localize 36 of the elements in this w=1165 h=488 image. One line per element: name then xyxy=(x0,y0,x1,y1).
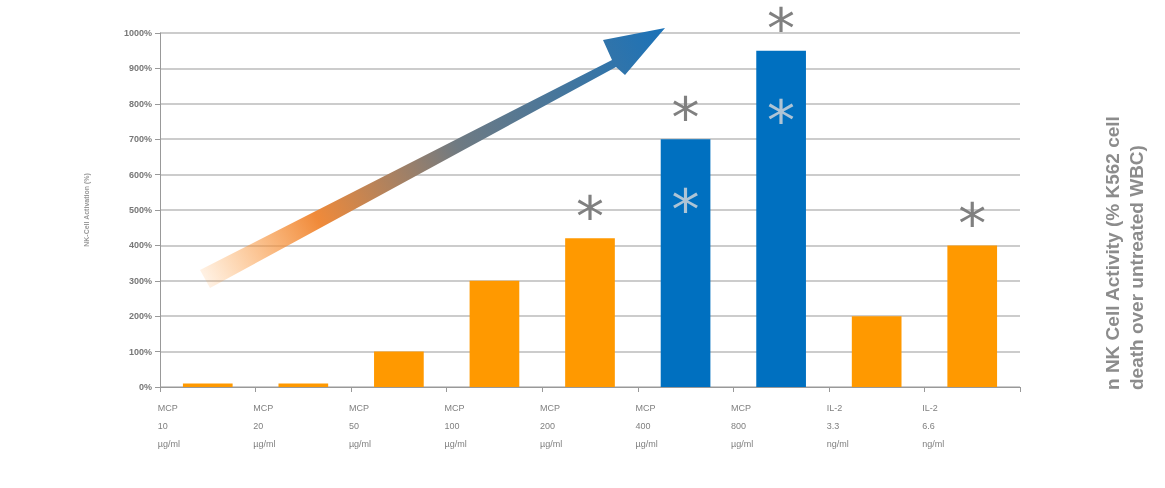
bar xyxy=(182,383,233,387)
bar xyxy=(756,50,806,387)
bar xyxy=(851,316,902,387)
y-tick-label: 800% xyxy=(128,98,152,109)
x-tick-label: MCP 400 µg/ml xyxy=(635,403,658,449)
y-tick-label: 200% xyxy=(128,311,152,322)
x-tick-label: MCP 10 µg/ml xyxy=(157,403,180,449)
text: n NK Cell Activity (% K562 cell death over untreated WBC) xyxy=(1101,115,1148,392)
y-tick-label: 700% xyxy=(128,134,152,145)
data-label: * xyxy=(958,190,987,256)
data-label: * xyxy=(767,0,796,62)
x-tick-label: MCP 200 µg/ml xyxy=(540,403,563,449)
bar xyxy=(278,383,329,387)
x-tick-label: MCP 800 µg/ml xyxy=(731,403,754,449)
y-tick-label: 500% xyxy=(128,205,152,215)
bar xyxy=(660,139,711,387)
bar xyxy=(374,351,424,387)
y-tick-label: 0% xyxy=(138,382,152,392)
y-tick-label: 900% xyxy=(128,63,152,74)
x-tick-label: MCP 20 µg/ml xyxy=(253,403,276,449)
bar xyxy=(947,245,998,387)
annotation: * xyxy=(671,176,700,242)
y-tick-label: 300% xyxy=(128,275,152,286)
x-tick-label: MCP 100 µg/ml xyxy=(444,403,467,449)
x-tick-label: IL-2 6.6 ng/ml xyxy=(922,403,945,449)
annotation: * xyxy=(767,88,796,154)
x-tick-label: MCP 50 µg/ml xyxy=(348,403,372,449)
bar xyxy=(565,238,615,387)
bar xyxy=(469,280,520,387)
y-tick-label: 600% xyxy=(128,169,152,180)
data-label: * xyxy=(576,183,604,249)
y-tick-label: 400% xyxy=(128,240,152,251)
data-label: * xyxy=(671,84,700,150)
y-tick-label: 100% xyxy=(128,346,152,357)
y-tick-label: 1000% xyxy=(123,28,152,38)
x-tick-label: IL-2 3.3 ng/ml xyxy=(826,403,849,449)
